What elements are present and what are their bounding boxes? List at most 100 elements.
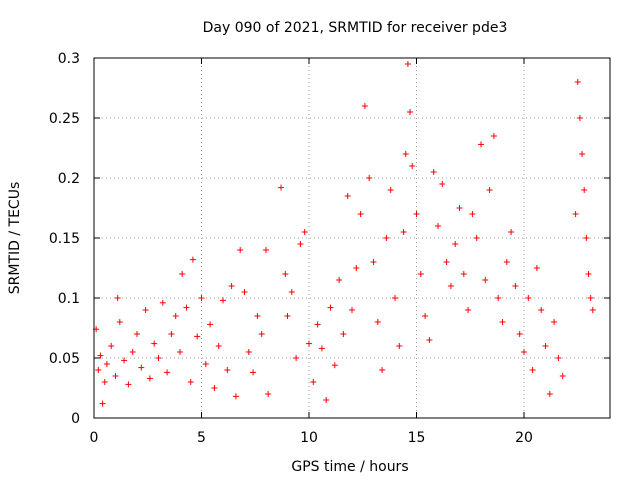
- data-point: [447, 283, 454, 289]
- data-point: [331, 362, 338, 369]
- data-point: [164, 369, 171, 376]
- data-point: [314, 321, 321, 328]
- data-point: [379, 367, 386, 373]
- data-point: [370, 259, 377, 265]
- data-point: [473, 235, 480, 241]
- data-point: [465, 307, 472, 313]
- data-point: [469, 211, 476, 217]
- data-point: [318, 345, 325, 352]
- data-point: [134, 331, 140, 337]
- data-point: [207, 321, 214, 328]
- data-point: [542, 343, 549, 349]
- data-point: [353, 265, 360, 271]
- data-point: [282, 271, 289, 277]
- data-point: [172, 313, 179, 319]
- data-point: [159, 299, 166, 306]
- data-point: [297, 241, 304, 247]
- data-point: [327, 304, 334, 311]
- data-point: [574, 79, 581, 85]
- data-point: [478, 141, 484, 148]
- data-point: [499, 319, 506, 325]
- data-points: [93, 61, 596, 407]
- x-tick-label: 5: [197, 430, 206, 446]
- data-point: [508, 229, 515, 235]
- data-point: [155, 355, 162, 361]
- chart-title: Day 090 of 2021, SRMTID for receiver pde…: [203, 20, 508, 36]
- data-point: [426, 337, 433, 343]
- data-point: [99, 400, 106, 407]
- data-point: [521, 349, 527, 355]
- data-point: [142, 307, 149, 313]
- data-point: [194, 333, 201, 340]
- data-point: [187, 379, 194, 385]
- data-point: [407, 109, 414, 115]
- data-point: [245, 349, 252, 355]
- data-point: [151, 340, 158, 347]
- y-tick-label: 0.2: [58, 171, 80, 187]
- data-point: [189, 256, 196, 263]
- data-point: [344, 193, 351, 199]
- data-point: [215, 343, 222, 349]
- data-point: [559, 373, 566, 379]
- data-point: [443, 259, 450, 265]
- data-point: [138, 364, 145, 371]
- data-point: [503, 259, 510, 265]
- plot-frame: [93, 57, 611, 419]
- data-point: [121, 357, 128, 364]
- data-point: [198, 295, 205, 301]
- data-point: [413, 211, 420, 217]
- data-point: [125, 381, 132, 388]
- data-point: [402, 151, 409, 157]
- y-tick-label: 0.1: [58, 291, 80, 307]
- data-point: [361, 103, 368, 109]
- data-point: [211, 385, 218, 391]
- data-point: [306, 340, 312, 347]
- data-point: [116, 319, 123, 325]
- data-point: [490, 133, 497, 139]
- data-point: [417, 271, 424, 277]
- data-point: [516, 331, 523, 337]
- data-point: [220, 297, 226, 304]
- data-point: [232, 393, 239, 400]
- data-point: [357, 211, 364, 217]
- data-point: [177, 349, 183, 355]
- data-point: [224, 367, 231, 373]
- data-point: [278, 184, 285, 191]
- data-point: [525, 295, 532, 301]
- data-point: [254, 313, 261, 319]
- y-tick-label: 0: [71, 411, 80, 427]
- data-point: [460, 271, 467, 277]
- data-point: [366, 175, 373, 181]
- data-point: [114, 295, 121, 301]
- y-tick-label: 0.15: [49, 231, 80, 247]
- data-point: [284, 313, 291, 319]
- data-point: [533, 265, 540, 271]
- data-point: [404, 61, 411, 67]
- x-tick-label: 10: [300, 430, 318, 446]
- data-point: [336, 277, 343, 283]
- data-point: [202, 361, 209, 367]
- data-point: [179, 271, 186, 277]
- x-tick-label: 15: [408, 430, 426, 446]
- data-point: [396, 343, 403, 349]
- data-point: [456, 205, 463, 211]
- data-point: [237, 247, 244, 253]
- data-point: [529, 367, 536, 373]
- data-point: [310, 379, 317, 385]
- data-point: [546, 391, 553, 397]
- data-point: [241, 289, 248, 295]
- data-point: [400, 229, 407, 235]
- data-point: [581, 187, 588, 193]
- data-point: [422, 313, 429, 319]
- data-point: [430, 169, 437, 175]
- data-point: [482, 277, 489, 283]
- data-point: [112, 373, 119, 379]
- data-point: [288, 289, 295, 295]
- data-point: [293, 355, 300, 361]
- data-point: [349, 307, 355, 313]
- data-point: [301, 229, 308, 235]
- data-point: [101, 379, 108, 385]
- data-point: [129, 349, 136, 355]
- y-tick-label: 0.3: [58, 51, 80, 67]
